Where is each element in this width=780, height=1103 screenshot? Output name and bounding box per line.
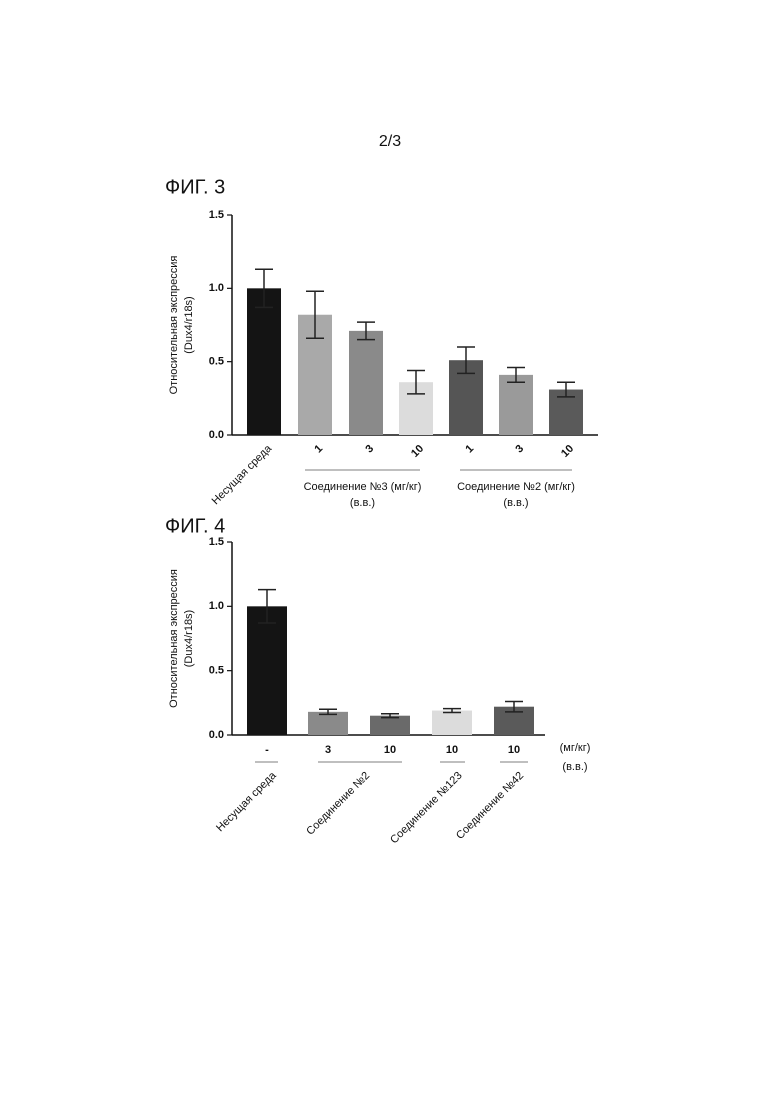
group-label: Соединение №3 (мг/кг) [304,481,422,493]
y-tick-label: 1.0 [209,600,224,612]
page: 2/3 ФИГ. 3Относительная экспрессия(Dux4/… [0,0,780,1103]
group-label: Соединение №2 [304,770,372,838]
x-tick-label: 3 [363,443,376,456]
group-label: (в.в.) [350,497,375,509]
x-tick-label: 1 [463,443,476,456]
bar [349,331,383,435]
bar [370,716,410,735]
x-tick-label: 3 [513,443,526,456]
chart-title: ФИГ. 3 [165,176,225,198]
y-axis-label: Относительная экспрессия [168,569,180,708]
x-tick-label: Несущая среда [210,442,275,507]
bar [499,375,533,435]
unit-label: (в.в.) [562,761,587,773]
y-tick-label: 0.0 [209,729,224,741]
x-tick-label: - [265,744,269,756]
unit-label: (мг/кг) [560,742,591,754]
y-axis-label: (Dux4/r18s) [183,610,195,667]
page-number: 2/3 [379,133,401,150]
group-label: (в.в.) [503,497,528,509]
x-tick-label: 10 [508,744,520,756]
group-label: Соединение №42 [454,770,526,842]
bar [247,606,287,735]
chart-title: ФИГ. 4 [165,515,225,537]
y-tick-label: 0.0 [209,429,224,441]
group-label: Соединение №123 [388,770,465,847]
x-tick-label: 10 [559,443,576,460]
y-tick-label: 0.5 [209,665,224,677]
x-tick-label: 1 [312,443,325,456]
y-tick-label: 0.5 [209,356,224,368]
x-tick-label: 3 [325,744,331,756]
y-tick-label: 1.0 [209,282,224,294]
y-axis-label: Относительная экспрессия [168,256,180,395]
x-tick-label: 10 [446,744,458,756]
bar [308,712,348,735]
y-tick-label: 1.5 [209,209,224,221]
bar [432,711,472,735]
y-axis-label: (Dux4/r18s) [183,296,195,353]
group-label: Несущая среда [214,769,279,834]
group-label: Соединение №2 (мг/кг) [457,481,575,493]
bar [247,288,281,435]
x-tick-label: 10 [384,744,396,756]
y-tick-label: 1.5 [209,536,224,548]
x-tick-label: 10 [409,443,426,460]
